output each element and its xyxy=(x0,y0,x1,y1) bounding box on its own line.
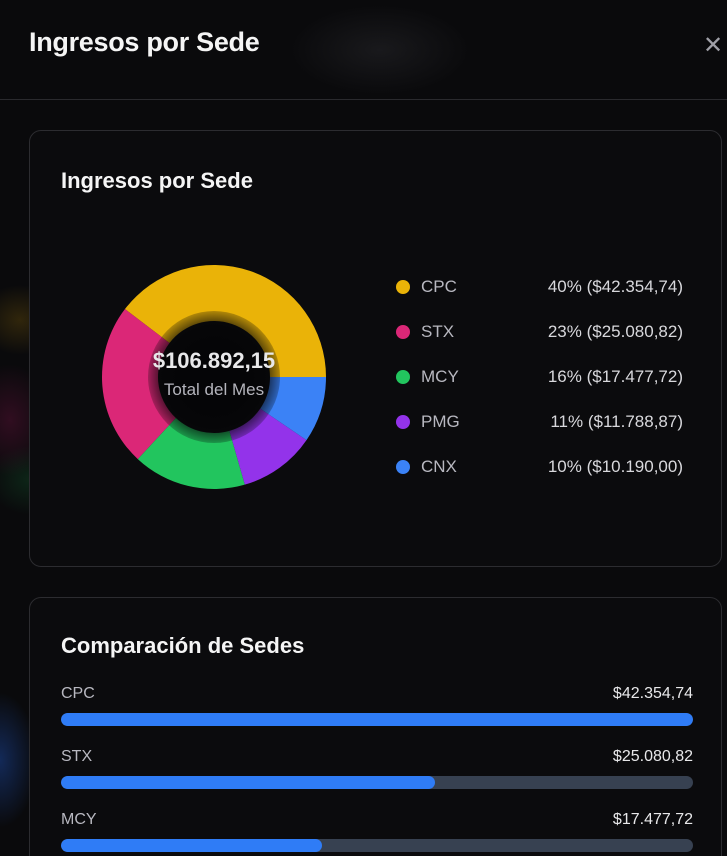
bar-value: $17.477,72 xyxy=(612,811,693,828)
donut-legend: CPC 40% ($42.354,74) STX 23% ($25.080,82… xyxy=(396,276,686,501)
legend-item-cnx[interactable]: CNX 10% ($10.190,00) xyxy=(396,456,686,501)
card-title: Comparación de Sedes xyxy=(61,633,305,658)
bar-track xyxy=(61,776,693,789)
bar-track xyxy=(61,839,693,852)
legend-dot-icon xyxy=(396,460,410,474)
legend-value: 11% ($11.788,87) xyxy=(550,412,683,431)
legend-label: CPC xyxy=(421,277,457,296)
legend-item-cpc[interactable]: CPC 40% ($42.354,74) xyxy=(396,276,686,321)
legend-item-mcy[interactable]: MCY 16% ($17.477,72) xyxy=(396,366,686,411)
bar-fill xyxy=(61,776,436,789)
legend-dot-icon xyxy=(396,370,410,384)
donut-chart: $106.892,15 Total del Mes xyxy=(101,264,327,490)
legend-value: 40% ($42.354,74) xyxy=(547,277,683,296)
legend-label: MCY xyxy=(421,367,459,386)
bar-row-stx: STX $25.080,82 xyxy=(61,748,693,811)
modal-title: Ingresos por Sede xyxy=(29,27,260,57)
legend-item-pmg[interactable]: PMG 11% ($11.788,87) xyxy=(396,411,686,456)
comparison-bar-list: CPC $42.354,74 STX $25.080,82 MCY $17.47… xyxy=(61,685,693,856)
donut-center: $106.892,15 Total del Mes xyxy=(101,264,327,490)
legend-dot-icon xyxy=(396,325,410,339)
bar-row-mcy: MCY $17.477,72 xyxy=(61,811,693,856)
bar-row-cpc: CPC $42.354,74 xyxy=(61,685,693,748)
card-title: Ingresos por Sede xyxy=(61,168,253,193)
bar-fill xyxy=(61,713,693,726)
donut-svg xyxy=(102,264,327,489)
legend-label: PMG xyxy=(421,412,460,431)
legend-value: 10% ($10.190,00) xyxy=(547,457,683,476)
legend-label: STX xyxy=(421,322,455,341)
legend-value: 23% ($25.080,82) xyxy=(547,322,683,341)
legend-dot-icon xyxy=(396,280,410,294)
bar-value: $25.080,82 xyxy=(612,748,693,765)
donut-total-value: $106.892,15 xyxy=(152,348,276,373)
modal-header: Ingresos por Sede ✕ xyxy=(0,0,727,100)
bar-fill xyxy=(61,839,322,852)
bar-label: CPC xyxy=(61,685,95,702)
legend-value: 16% ($17.477,72) xyxy=(547,367,683,386)
legend-item-stx[interactable]: STX 23% ($25.080,82) xyxy=(396,321,686,366)
legend-dot-icon xyxy=(396,415,410,429)
revenue-donut-card: Ingresos por Sede $106.892,15 Total del … xyxy=(29,130,722,567)
bar-label: MCY xyxy=(61,811,97,828)
legend-label: CNX xyxy=(421,457,457,476)
comparison-card: Comparación de Sedes CPC $42.354,74 STX … xyxy=(29,597,722,856)
bar-value: $42.354,74 xyxy=(612,685,693,702)
donut-total-label: Total del Mes xyxy=(163,380,265,399)
bar-label: STX xyxy=(61,748,93,765)
close-icon[interactable]: ✕ xyxy=(702,32,724,59)
bar-track xyxy=(61,713,693,726)
